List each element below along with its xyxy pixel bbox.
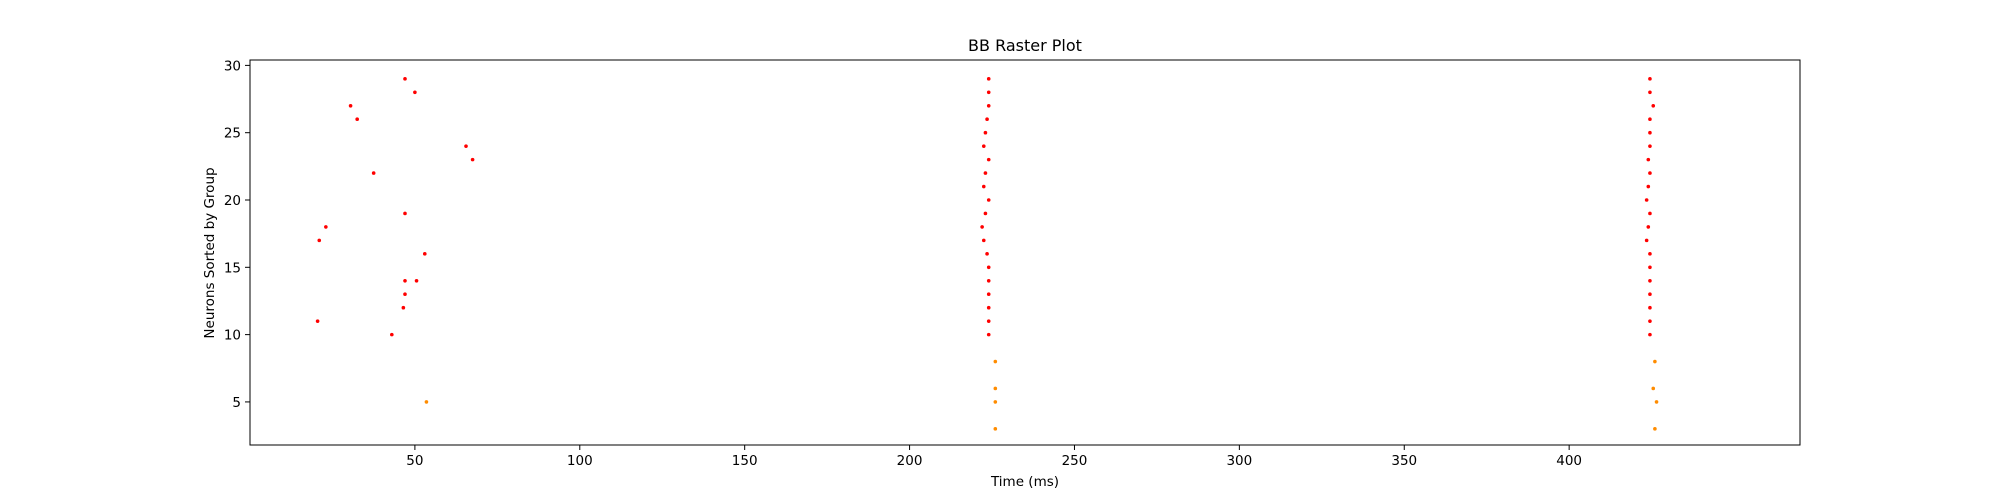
y-axis-label: Neurons Sorted by Group (202, 167, 218, 338)
spike-point (324, 225, 328, 229)
spike-point (993, 427, 998, 431)
spike-point (985, 252, 989, 256)
x-tick-label: 350 (1391, 453, 1417, 469)
spike-point (986, 292, 991, 297)
plot-frame (249, 59, 1801, 446)
spike-point (403, 77, 407, 81)
spike-point (1651, 386, 1656, 391)
spike-point (1646, 184, 1651, 189)
spike-point (1644, 238, 1649, 243)
x-tick-label: 100 (567, 453, 593, 469)
spike-point (424, 400, 429, 404)
spike-point (1648, 211, 1652, 216)
spike-point (1648, 305, 1652, 310)
x-axis-label: Time (ms) (990, 474, 1059, 490)
spike-point (1648, 130, 1652, 135)
spike-point (1651, 103, 1656, 108)
spike-point (983, 130, 988, 135)
spike-point (1653, 359, 1657, 364)
spike-point (980, 225, 984, 229)
spike-point (1646, 157, 1651, 162)
spike-point (422, 252, 427, 256)
spike-point (993, 400, 998, 404)
spike-point (981, 184, 986, 189)
spike-point (983, 211, 988, 216)
spike-point (1648, 252, 1652, 256)
spike-point (983, 171, 988, 175)
spike-point (315, 319, 320, 323)
spike-point (986, 77, 991, 81)
x-tick-label: 200 (897, 453, 923, 469)
x-tick-label: 300 (1226, 453, 1252, 469)
x-axis-ticks: 50 100 150 200 250 300 350 400 (406, 445, 1582, 469)
spike-point (1648, 292, 1652, 297)
spike-point (1648, 278, 1652, 283)
spike-point (1648, 77, 1652, 81)
x-tick-label: 250 (1062, 453, 1088, 469)
spike-point (371, 171, 376, 175)
spike-point (1648, 144, 1652, 148)
chart-title: BB Raster Plot (968, 36, 1082, 55)
y-tick-label: 10 (224, 328, 241, 344)
spike-point (986, 198, 991, 202)
spike-point (470, 157, 475, 162)
y-tick-label: 25 (224, 126, 241, 142)
spike-point (1644, 198, 1649, 202)
spike-point (986, 332, 991, 337)
spike-point (403, 211, 407, 216)
y-tick-label: 15 (224, 260, 241, 276)
y-tick-label: 30 (224, 58, 241, 74)
spike-point (981, 238, 986, 243)
spike-point (993, 359, 998, 364)
spike-point (981, 144, 986, 148)
spike-point (355, 117, 359, 122)
spike-point (348, 103, 353, 108)
y-tick-label: 20 (224, 193, 241, 209)
spike-point (1648, 117, 1652, 122)
spike-point (401, 305, 406, 310)
spike-point (1648, 90, 1652, 95)
spike-point (986, 305, 991, 310)
spike-point (1648, 319, 1652, 323)
spike-point (986, 157, 991, 162)
y-axis-ticks: 5 10 15 20 25 30 (224, 58, 250, 411)
spike-point (403, 278, 407, 283)
spike-point (986, 319, 991, 323)
y-tick-label: 5 (232, 395, 241, 411)
spike-point (403, 292, 407, 297)
x-tick-label: 150 (732, 453, 758, 469)
spike-point (1646, 225, 1651, 229)
spike-points (315, 77, 1659, 431)
spike-point (986, 265, 991, 270)
x-tick-label: 400 (1556, 453, 1582, 469)
spike-point (317, 238, 322, 243)
spike-point (986, 103, 991, 108)
spike-point (1648, 171, 1652, 175)
spike-point (986, 90, 991, 95)
spike-point (1648, 332, 1652, 337)
spike-point (464, 144, 468, 148)
spike-point (1648, 265, 1652, 270)
spike-point (986, 278, 991, 283)
x-tick-label: 50 (406, 453, 423, 469)
spike-point (1654, 400, 1659, 404)
spike-point (993, 386, 998, 391)
spike-point (1653, 427, 1657, 431)
spike-point (390, 332, 394, 337)
spike-point (985, 117, 989, 122)
spike-point (413, 90, 417, 95)
spike-point (414, 278, 419, 283)
